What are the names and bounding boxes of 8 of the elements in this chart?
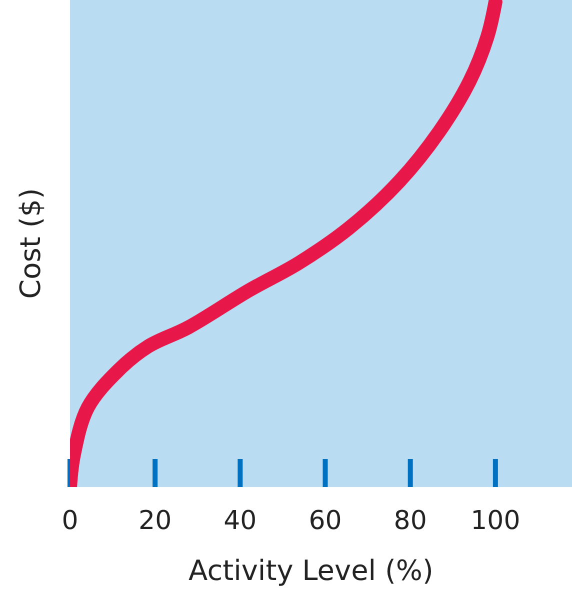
y-axis-title: Cost ($) — [14, 188, 47, 299]
x-tick-label: 80 — [394, 506, 427, 536]
x-tick-label: 20 — [138, 506, 172, 536]
x-tick-label: 60 — [308, 506, 342, 536]
x-tick-label: 0 — [62, 506, 78, 536]
x-tick-label: 40 — [224, 506, 257, 536]
x-axis-title: Activity Level (%) — [188, 554, 434, 587]
x-tick-label: 100 — [470, 506, 520, 536]
